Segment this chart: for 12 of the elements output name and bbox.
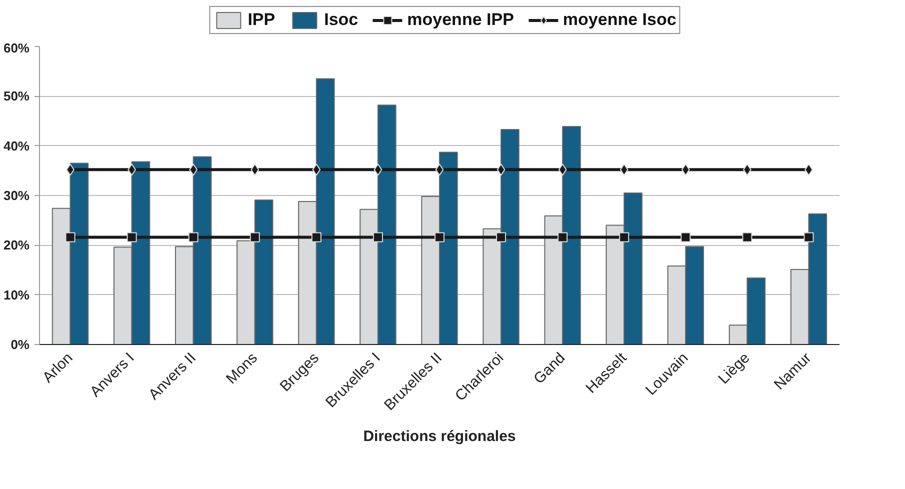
y-tick-label: 30% — [3, 188, 30, 203]
legend-label: moyenne IPP — [407, 10, 514, 30]
legend-label: Isoc — [324, 10, 358, 30]
legend-label: moyenne Isoc — [562, 10, 676, 30]
legend-label: IPP — [248, 10, 276, 30]
y-tick-label: 10% — [3, 287, 30, 302]
y-tick-label: 60% — [3, 40, 30, 56]
y-tick-label: 50% — [3, 88, 30, 104]
y-tick-label: 40% — [3, 138, 30, 154]
y-tick-label: 20% — [3, 238, 30, 253]
y-tick-label: 0% — [10, 337, 30, 352]
x-axis-title: Directions régionales — [363, 428, 516, 445]
